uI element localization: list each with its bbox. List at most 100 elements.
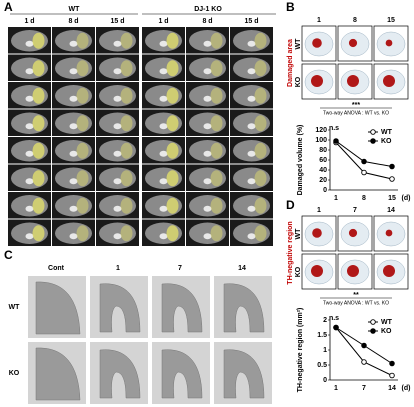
ventricle: [69, 40, 78, 47]
damage: [385, 229, 393, 237]
lesion: [120, 225, 133, 242]
annotation: n.s: [329, 315, 339, 322]
panel-label: A: [4, 0, 13, 14]
column-label: 15: [387, 17, 395, 24]
ventricle: [247, 233, 256, 240]
damage: [348, 38, 358, 48]
ventricle: [25, 95, 34, 102]
ventricle: [159, 95, 168, 102]
tissue: [223, 283, 265, 333]
x-unit: (d): [402, 195, 411, 202]
y-tick-label: 1: [323, 347, 327, 354]
lesion: [32, 197, 45, 214]
y-tick-label: 40: [319, 167, 327, 174]
legend-label: KO: [381, 138, 392, 145]
ventricle: [203, 95, 212, 102]
column-label: 1: [317, 207, 321, 214]
lesion: [166, 60, 179, 77]
column-label: 7: [178, 265, 182, 272]
legend-label: KO: [381, 328, 392, 335]
ventricle: [69, 178, 78, 185]
ventricle: [159, 178, 168, 185]
test-label: Two-way ANOVA : WT vs. KO: [323, 110, 389, 116]
column-label: 15 d: [244, 18, 258, 25]
tissue: [161, 349, 203, 399]
data-point: [333, 324, 339, 331]
y-tick-label: 0.5: [317, 362, 327, 369]
y-tick-label: 1.5: [317, 332, 327, 339]
ventricle: [159, 40, 168, 47]
ventricle: [113, 233, 122, 240]
damage: [311, 265, 323, 277]
row-label: KO: [295, 266, 302, 277]
lesion: [166, 142, 179, 159]
ventricle: [159, 123, 168, 130]
y-axis-label: Damaged volume (%): [297, 125, 304, 196]
legend-label: WT: [381, 129, 393, 136]
legend-marker: [370, 138, 376, 144]
y-tick-label: 60: [319, 157, 327, 164]
ventricle: [25, 68, 34, 75]
lesion: [32, 87, 45, 104]
lesion: [32, 32, 45, 49]
ventricle: [113, 178, 122, 185]
damage: [347, 265, 359, 277]
group-label: DJ-1 KO: [194, 6, 222, 13]
y-tick-label: 0: [323, 187, 327, 194]
y-tick-label: 80: [319, 147, 327, 154]
lesion: [120, 197, 133, 214]
ventricle: [247, 123, 256, 130]
ventricle: [113, 150, 122, 157]
damage: [347, 75, 359, 87]
damage: [311, 75, 323, 87]
column-label: 14: [238, 265, 246, 272]
lesion: [32, 142, 45, 159]
ventricle: [159, 233, 168, 240]
lesion: [254, 87, 267, 104]
lesion: [76, 32, 89, 49]
lesion: [254, 142, 267, 159]
lesion: [210, 225, 223, 242]
ventricle: [25, 178, 34, 185]
column-label: 7: [353, 207, 357, 214]
significance: **: [353, 292, 359, 299]
y-axis-label: TH-negative region (mm²): [297, 308, 304, 393]
lesion: [32, 225, 45, 242]
ventricle: [113, 40, 122, 47]
ventricle: [203, 40, 212, 47]
column-label: 8 d: [202, 18, 212, 25]
lesion: [32, 170, 45, 187]
damage: [385, 39, 393, 47]
y-tick-label: 2: [323, 317, 327, 324]
lesion: [210, 170, 223, 187]
x-tick-label: 1: [334, 385, 338, 392]
lesion: [166, 115, 179, 132]
data-point: [333, 138, 339, 144]
ventricle: [113, 123, 122, 130]
data-point: [361, 158, 367, 165]
lesion: [120, 32, 133, 49]
y-tick-label: 0: [323, 377, 327, 384]
panel-label: C: [4, 248, 13, 262]
ventricle: [25, 150, 34, 157]
ventricle: [69, 150, 78, 157]
x-unit: (d): [402, 385, 411, 392]
column-label: 1: [317, 17, 321, 24]
ventricle: [203, 233, 212, 240]
x-tick-label: 14: [388, 385, 396, 392]
lesion: [210, 115, 223, 132]
ventricle: [247, 150, 256, 157]
row-label: KO: [295, 76, 302, 87]
ventricle: [247, 68, 256, 75]
side-label: Damaged area: [287, 39, 294, 87]
ventricle: [203, 205, 212, 212]
damage: [383, 265, 395, 277]
lesion: [76, 225, 89, 242]
lesion: [254, 170, 267, 187]
column-label: 8: [353, 17, 357, 24]
damage: [312, 228, 322, 238]
x-tick-label: 1: [334, 195, 338, 202]
row-label: WT: [295, 38, 302, 50]
lesion: [210, 142, 223, 159]
lesion: [254, 60, 267, 77]
